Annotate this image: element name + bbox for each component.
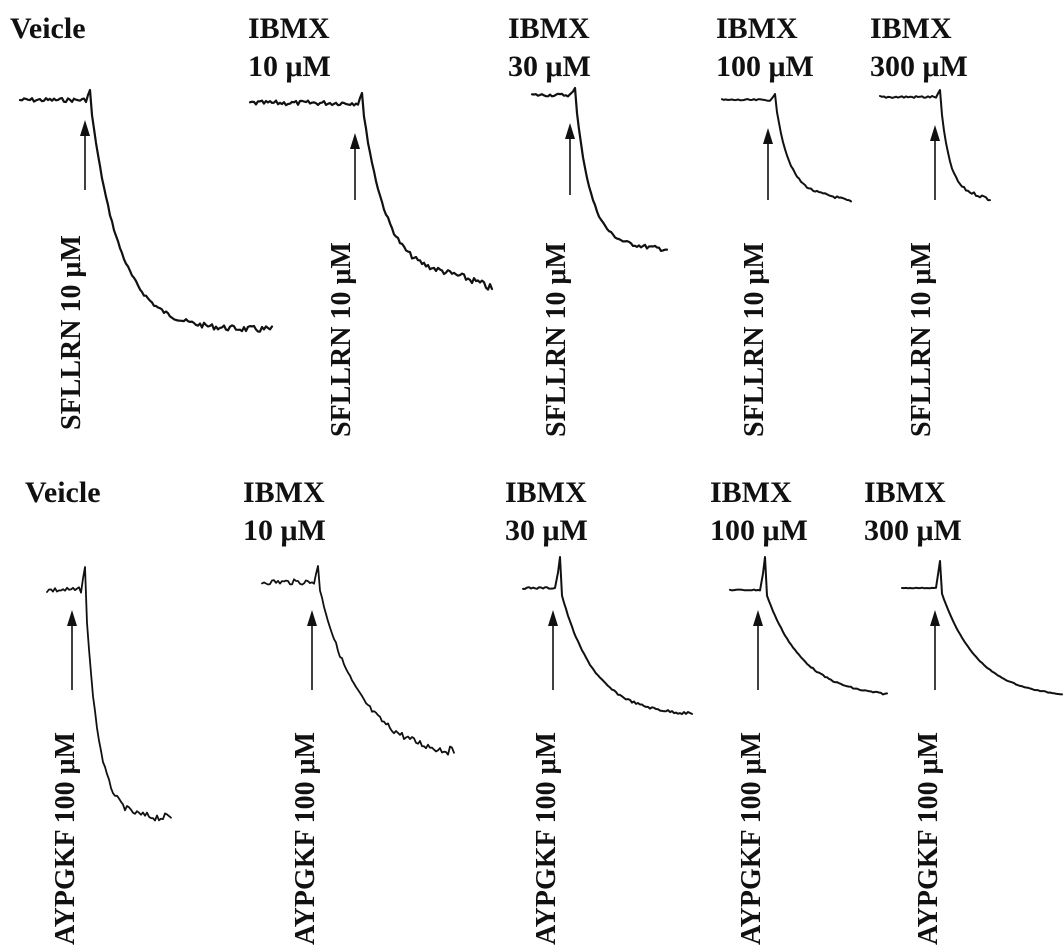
arrow-head-icon — [350, 133, 360, 149]
panel-header-title: IBMX — [716, 12, 798, 45]
arrow-head-icon — [930, 610, 940, 626]
trace-panel: IBMX 30 μM AYPGKF 100 μM — [505, 476, 693, 945]
panel-header-title: Veicle — [25, 476, 101, 509]
panel-header-concentration: 30 μM — [508, 50, 591, 83]
aggregation-trace — [522, 556, 693, 716]
panel-header-concentration: 30 μM — [505, 514, 588, 547]
agonist-label: AYPGKF 100 μM — [290, 732, 321, 945]
agonist-label: SFLLRN 10 μM — [541, 242, 572, 437]
panel-header-title: IBMX — [864, 476, 946, 509]
arrow-head-icon — [80, 120, 90, 136]
panel-header-concentration: 10 μM — [248, 50, 331, 83]
aggregation-trace — [248, 91, 494, 291]
arrow-head-icon — [307, 610, 317, 626]
aggregation-trace — [46, 566, 172, 822]
agonist-label: SFLLRN 10 μM — [906, 242, 937, 437]
panel-header-title: IBMX — [710, 476, 792, 509]
agonist-label: AYPGKF 100 μM — [531, 732, 562, 945]
trace-panel: IBMX 100 μM SFLLRN 10 μM — [716, 12, 852, 437]
panel-header-title: IBMX — [505, 476, 587, 509]
aggregation-trace — [261, 565, 455, 756]
panel-header-concentration: 300 μM — [864, 514, 962, 547]
trace-panel: Veicle AYPGKF 100 μM — [25, 476, 172, 945]
trace-panel: IBMX 10 μM AYPGKF 100 μM — [243, 476, 455, 945]
agonist-label: AYPGKF 100 μM — [736, 732, 767, 945]
aggregation-trace — [879, 89, 991, 202]
panel-header-concentration: 100 μM — [716, 50, 814, 83]
trace-panel: IBMX 300 μM SFLLRN 10 μM — [870, 12, 991, 437]
trace-panel: IBMX 300 μM AYPGKF 100 μM — [864, 476, 1063, 945]
aggregation-trace — [530, 86, 669, 252]
aggregation-trace — [18, 88, 274, 333]
panel-header-title: Veicle — [10, 12, 86, 45]
trace-panel: IBMX 100 μM AYPGKF 100 μM — [710, 476, 888, 945]
agonist-label: SFLLRN 10 μM — [326, 242, 357, 437]
panel-header-title: IBMX — [508, 12, 590, 45]
panel-header-title: IBMX — [870, 12, 952, 45]
trace-panel: IBMX 30 μM SFLLRN 10 μM — [508, 12, 669, 437]
trace-panel: IBMX 10 μM SFLLRN 10 μM — [248, 12, 494, 437]
panel-header-title: IBMX — [243, 476, 325, 509]
arrow-head-icon — [753, 610, 763, 626]
agonist-label: AYPGKF 100 μM — [50, 732, 81, 945]
aggregation-trace — [729, 556, 888, 696]
trace-panel: Veicle SFLLRN 10 μM — [10, 12, 274, 430]
panel-header-concentration: 300 μM — [870, 50, 968, 83]
arrow-head-icon — [565, 123, 575, 139]
aggregation-trace — [901, 560, 1063, 696]
panel-header-title: IBMX — [248, 12, 330, 45]
panel-header-concentration: 10 μM — [243, 514, 326, 547]
arrow-head-icon — [930, 125, 940, 141]
arrow-head-icon — [763, 128, 773, 144]
agonist-label: SFLLRN 10 μM — [739, 242, 770, 437]
panel-header-concentration: 100 μM — [710, 514, 808, 547]
aggregation-trace — [721, 93, 852, 203]
agonist-label: SFLLRN 10 μM — [56, 235, 87, 430]
arrow-head-icon — [67, 610, 77, 626]
arrow-head-icon — [548, 610, 558, 626]
agonist-label: AYPGKF 100 μM — [913, 732, 944, 945]
